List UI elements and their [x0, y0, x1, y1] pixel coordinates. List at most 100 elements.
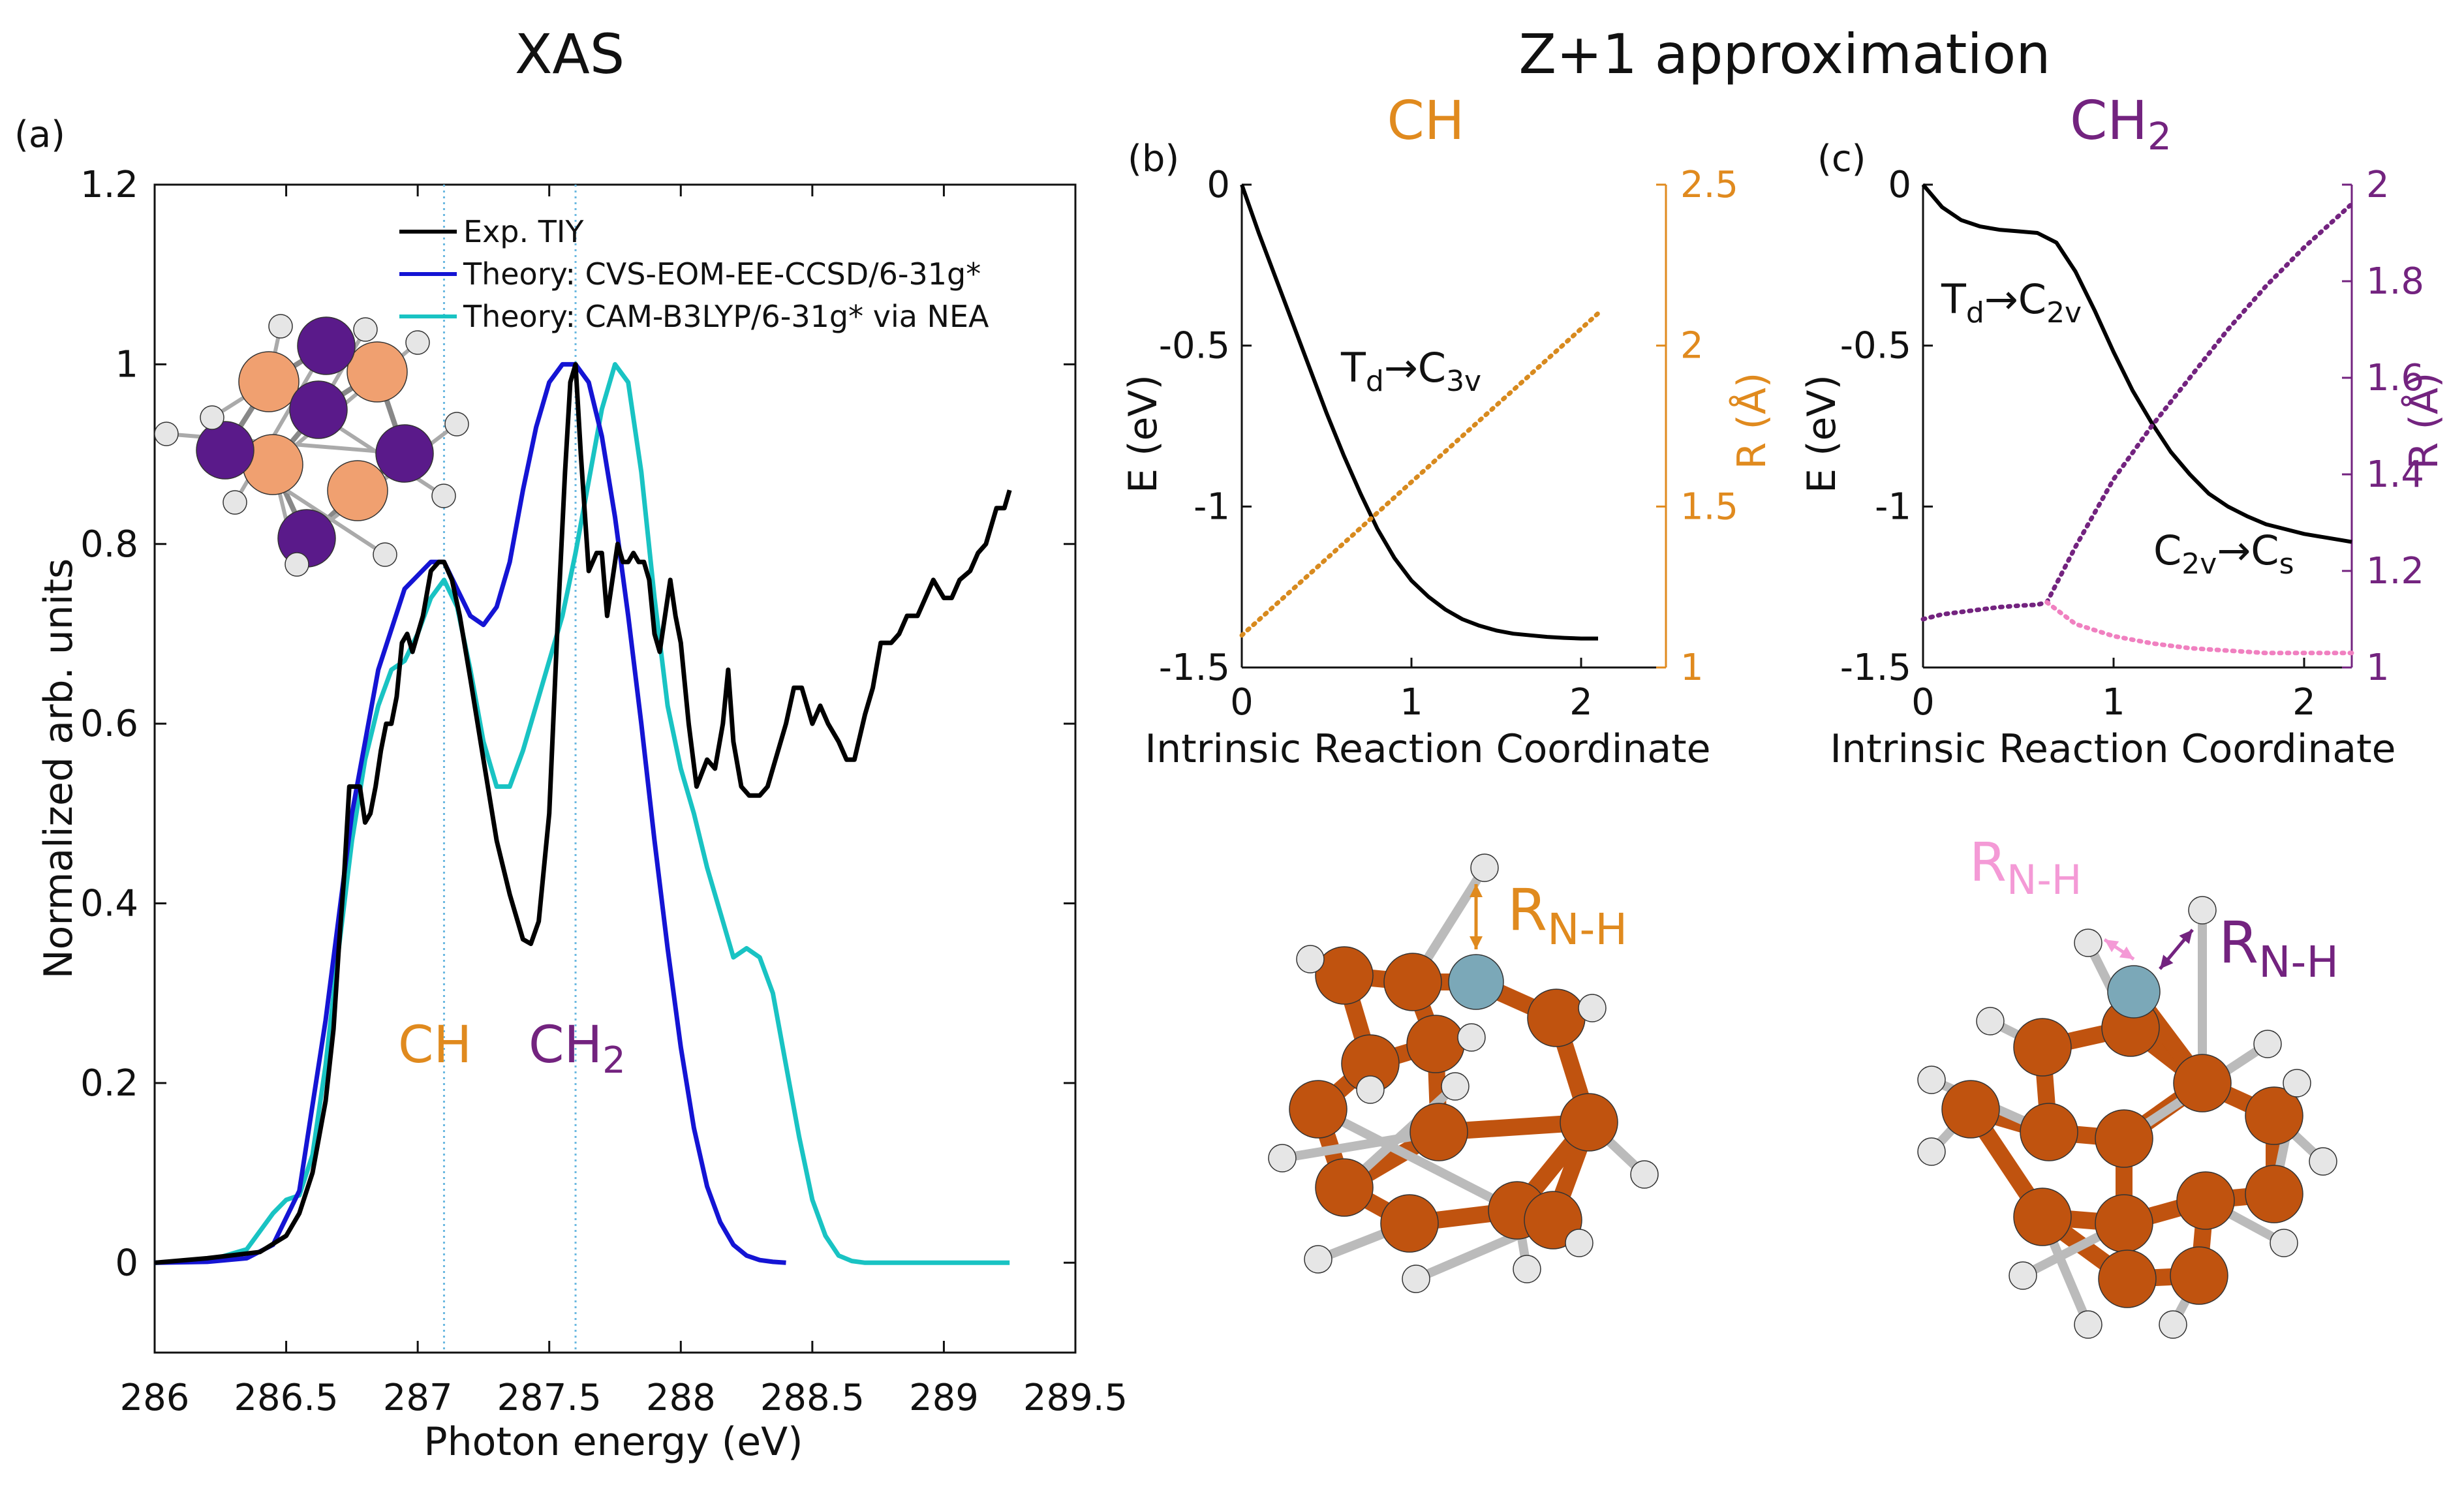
- series-line-R1: [1920, 202, 2354, 622]
- hydrogen-atom: [2283, 1069, 2311, 1097]
- hydrogen-atom: [1976, 1007, 2005, 1035]
- x-tick-label: 286.5: [234, 1377, 338, 1419]
- panel-c-xlabel: Intrinsic Reaction Coordinate: [1830, 726, 2395, 772]
- hydrogen-atom: [2074, 928, 2102, 957]
- panel-b-ylabel-right: R (Å): [1729, 373, 1775, 470]
- molecule-c-label-1: RN-H: [1969, 832, 2082, 904]
- hydrogen-atom: [1565, 1229, 1594, 1257]
- hydrogen-atom: [1296, 945, 1325, 973]
- hydrogen-atom: [2270, 1229, 2298, 1257]
- y-right-tick-label: 2: [1680, 325, 1704, 367]
- molecule-b-label: RN-H: [1507, 876, 1627, 955]
- carbon-atom: [1560, 1093, 1618, 1152]
- y-tick-label: -0.5: [1159, 325, 1230, 367]
- carbon-atom: [1380, 1194, 1439, 1253]
- panel-a-ylabel: Normalized arb. units: [36, 559, 82, 979]
- series-line-R2: [2044, 600, 2354, 656]
- panel-b-ylabel: E (eV): [1120, 375, 1166, 493]
- carbon-atom: [1406, 1015, 1465, 1073]
- carbon-atom: [2095, 1194, 2153, 1253]
- hydrogen-atom: [1917, 1065, 1946, 1094]
- legend-label-ccsd: Theory: CVS-EOM-EE-CCSD/6-31g*: [463, 256, 981, 292]
- carbon-atom: [2173, 1054, 2232, 1112]
- series-line-2: [154, 361, 1010, 1265]
- rnh-long-arrow-head: [2160, 955, 2174, 969]
- y-right-tick-label: 1.2: [2366, 550, 2424, 592]
- panel-c-annotation-1: Td→C2v: [1941, 275, 2082, 330]
- y-tick-label: 0.4: [80, 883, 138, 925]
- iodine-atom: [375, 424, 434, 483]
- panel-a-legend: Exp. TIY Theory: CVS-EOM-EE-CCSD/6-31g* …: [399, 214, 989, 334]
- hydrogen-atom: [1268, 1144, 1297, 1173]
- hydrogen-atom: [1630, 1160, 1659, 1189]
- y-tick-label: -1.5: [1840, 647, 1911, 689]
- y-tick-label: 1: [115, 343, 138, 386]
- y-tick-label: -0.5: [1840, 325, 1911, 367]
- y-tick-label: -1: [1194, 485, 1230, 528]
- hydrogen-atom: [405, 330, 430, 355]
- carbon-atom: [1289, 1080, 1348, 1139]
- molecule-a: [154, 314, 469, 577]
- panel-c: CH2 (c) 0 1 2 0 -0.5 -1 -1.5 2 1.8 1.6 1.4 1.2 1 Td→…: [1799, 90, 2447, 1339]
- y-right-tick-label: 1.8: [2366, 260, 2424, 303]
- panel-a: (a) 286 286.5 287 287.5 288 288.5 289 289.5 0 0.2…: [14, 114, 1128, 1465]
- x-tick-label: 2: [1569, 681, 1593, 724]
- y-right-tick-label: 1.4: [2366, 453, 2424, 496]
- panel-c-ylabel: E (eV): [1799, 375, 1845, 493]
- hydrogen-atom: [1356, 1075, 1385, 1104]
- y-tick-label: 0: [1207, 164, 1230, 206]
- molecule-b: [1268, 853, 1659, 1293]
- panel-b-annotation: Td→C3v: [1340, 344, 1481, 398]
- nitrogen-atom: [2107, 965, 2161, 1019]
- panel-a-ticks: 286 286.5 287 287.5 288 288.5 289 289.5 0 0.2 0.4 0…: [80, 164, 1128, 1419]
- x-tick-label: 287.5: [497, 1377, 602, 1419]
- y-right-tick-label: 1.6: [2366, 357, 2424, 399]
- molecule-c-label-2: RN-H: [2219, 909, 2339, 987]
- y-right-tick-label: 1: [1680, 647, 1704, 689]
- z1-title: Z+1 approximation: [1519, 22, 2051, 86]
- carbon-atom: [327, 460, 388, 521]
- annotation-ch2: CH2: [529, 1016, 626, 1082]
- panel-a-series: [154, 361, 1012, 1265]
- carbon-atom: [346, 341, 408, 403]
- rnh-arrow-head: [1470, 884, 1483, 897]
- panel-c-title: CH2: [2070, 90, 2172, 159]
- hydrogen-atom: [2188, 896, 2217, 925]
- panel-a-label: (a): [14, 114, 65, 156]
- rnh-long-arrow-head: [2179, 930, 2193, 944]
- hydrogen-atom: [1578, 994, 1607, 1022]
- carbon-atom: [2020, 1103, 2078, 1161]
- y-right-tick-label: 1: [2366, 647, 2390, 689]
- panel-c-annotation-2: C2v→Cs: [2153, 527, 2294, 581]
- y-tick-label: 0.8: [80, 523, 138, 566]
- hydrogen-atom: [444, 412, 469, 437]
- carbon-atom: [1527, 989, 1586, 1047]
- hydrogen-atom: [373, 542, 397, 567]
- rnh-short-arrow-head: [2119, 946, 2134, 959]
- carbon-atom: [1409, 1103, 1468, 1161]
- carbon-atom: [2245, 1165, 2303, 1223]
- x-tick-label: 289.5: [1023, 1377, 1128, 1419]
- x-tick-label: 286: [120, 1377, 190, 1419]
- molecule-c: [1917, 896, 2337, 1339]
- hydrogen-atom: [2074, 1310, 2102, 1339]
- x-tick-label: 0: [1230, 681, 1254, 724]
- x-tick-label: 0: [1911, 681, 1935, 724]
- hydrogen-atom: [431, 483, 456, 508]
- carbon-atom: [1941, 1080, 2000, 1139]
- carbon-atom: [1315, 1158, 1374, 1217]
- hydrogen-atom: [285, 552, 309, 577]
- y-tick-label: -1.5: [1159, 647, 1230, 689]
- series-line-E: [1240, 184, 1598, 641]
- y-tick-label: 0: [115, 1242, 138, 1284]
- legend-label-cam: Theory: CAM-B3LYP/6-31g* via NEA: [463, 299, 989, 334]
- hydrogen-atom: [1304, 1245, 1332, 1274]
- y-tick-label: 1.2: [80, 164, 138, 206]
- carbon-atom: [1315, 946, 1374, 1005]
- hydrogen-atom: [268, 314, 293, 339]
- x-tick-label: 287: [383, 1377, 453, 1419]
- hydrogen-atom: [2309, 1147, 2337, 1176]
- iodine-atom: [196, 421, 254, 480]
- y-tick-label: 0: [1888, 164, 1911, 206]
